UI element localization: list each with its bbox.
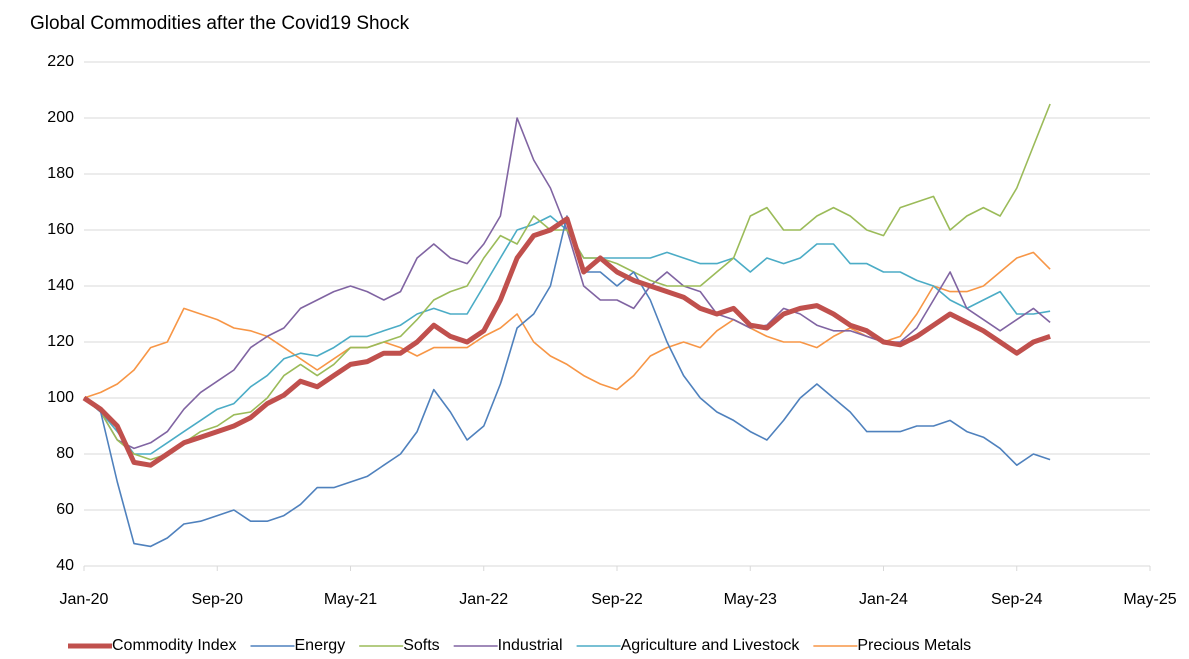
- y-tick-label: 40: [56, 557, 74, 574]
- x-tick-label: Sep-22: [591, 591, 643, 608]
- y-tick-label: 200: [47, 109, 74, 126]
- x-tick-label: May-23: [724, 591, 777, 608]
- series-line: [83, 215, 1051, 548]
- legend-label: Energy: [295, 637, 346, 654]
- x-tick-label: May-21: [324, 591, 377, 608]
- y-tick-label: 80: [56, 445, 74, 462]
- y-tick-label: 160: [47, 221, 74, 238]
- x-tick-label: Jan-20: [60, 591, 109, 608]
- x-tick-label: Sep-24: [991, 591, 1043, 608]
- legend-label: Agriculture and Livestock: [621, 637, 801, 654]
- series-line: [83, 103, 1051, 461]
- series-line: [83, 251, 1051, 399]
- legend-label: Precious Metals: [857, 637, 971, 654]
- y-tick-label: 60: [56, 501, 74, 518]
- x-tick-label: Jan-24: [859, 591, 908, 608]
- chart-title: Global Commodities after the Covid19 Sho…: [30, 13, 410, 34]
- y-tick-label: 220: [47, 53, 74, 70]
- y-tick-label: 140: [47, 277, 74, 294]
- x-tick-label: Jan-22: [459, 591, 508, 608]
- y-tick-label: 100: [47, 389, 74, 406]
- legend-label: Softs: [403, 637, 439, 654]
- y-tick-label: 120: [47, 333, 74, 350]
- legend-label: Industrial: [498, 637, 563, 654]
- series-line: [83, 117, 1051, 450]
- y-tick-label: 180: [47, 165, 74, 182]
- x-tick-label: May-25: [1123, 591, 1176, 608]
- legend-label: Commodity Index: [112, 637, 237, 654]
- series-line: [82, 216, 1051, 468]
- x-tick-label: Sep-20: [191, 591, 243, 608]
